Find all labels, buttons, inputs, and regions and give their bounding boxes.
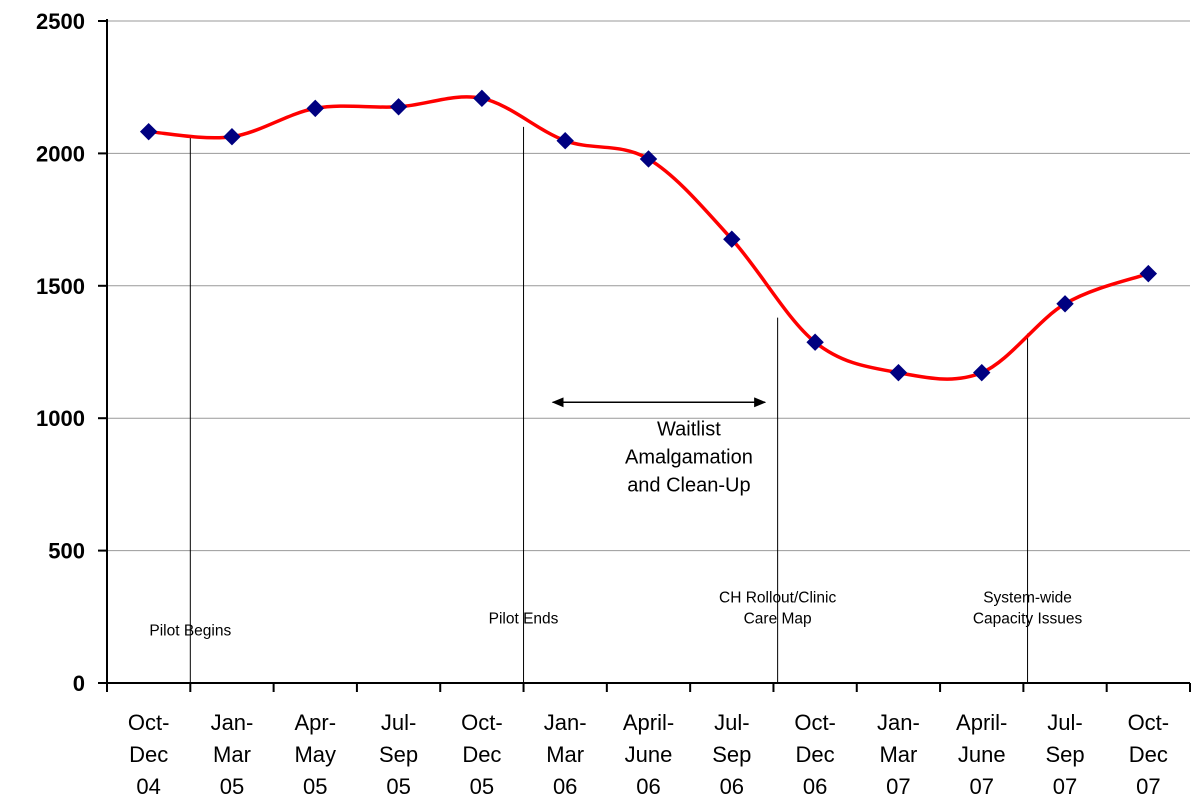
data-point-marker bbox=[1139, 264, 1158, 283]
x-tick-label: Oct- bbox=[128, 710, 170, 735]
x-tick-label: 07 bbox=[1136, 774, 1160, 799]
data-point-marker bbox=[139, 122, 158, 141]
x-tick-label: Oct- bbox=[461, 710, 503, 735]
x-tick-label: Jul- bbox=[714, 710, 749, 735]
x-tick-label: 06 bbox=[636, 774, 660, 799]
data-point-marker bbox=[973, 363, 991, 382]
data-point-marker bbox=[806, 333, 824, 351]
x-tick-label: 04 bbox=[136, 774, 160, 799]
x-tick-label: April- bbox=[956, 710, 1007, 735]
axes bbox=[98, 19, 1191, 692]
x-tick-label: 05 bbox=[386, 774, 410, 799]
data-point-marker bbox=[306, 99, 324, 118]
annotation-label: Care Map bbox=[744, 610, 812, 627]
x-tick-label: 06 bbox=[803, 774, 827, 799]
annotation-label: Pilot Begins bbox=[149, 622, 231, 639]
x-tick-label: Dec bbox=[129, 742, 168, 767]
annotations: Pilot Begins Pilot Ends CH Rollout/Clinic C… bbox=[149, 126, 1083, 683]
x-tick-label: May bbox=[294, 742, 336, 767]
x-tick-label: Jul- bbox=[1047, 710, 1082, 735]
x-tick-label: Sep bbox=[712, 742, 751, 767]
x-tick-label: 05 bbox=[220, 774, 244, 799]
range-annotation-label: Waitlist bbox=[657, 418, 721, 440]
x-tick-label: Jan- bbox=[544, 710, 587, 735]
y-tick-label: 500 bbox=[48, 539, 85, 564]
data-point-marker bbox=[639, 150, 658, 168]
tick-labels: 0 500 1000 1500 2000 2500 Oct- Dec 04 Jan- Mar 05 Ap… bbox=[36, 9, 1169, 799]
x-tick-label: Mar bbox=[213, 742, 251, 767]
x-tick-label: Jan- bbox=[211, 710, 254, 735]
data-point-marker bbox=[389, 98, 408, 116]
x-tick-label: 05 bbox=[470, 774, 494, 799]
gridlines bbox=[107, 20, 1190, 552]
range-annotation-label: and Clean-Up bbox=[627, 474, 750, 496]
annotation-label: System-wide bbox=[983, 589, 1072, 606]
y-tick-label: 1500 bbox=[36, 274, 85, 299]
data-point-marker bbox=[473, 89, 491, 108]
data-point-marker bbox=[223, 128, 241, 146]
annotation-label: Capacity Issues bbox=[973, 610, 1083, 627]
x-tick-label: Dec bbox=[796, 742, 835, 767]
series-line bbox=[148, 95, 1149, 381]
y-tick-label: 2500 bbox=[36, 9, 85, 34]
range-annotation-label: Amalgamation bbox=[625, 446, 753, 468]
y-tick-label: 0 bbox=[73, 671, 85, 696]
x-tick-label: Mar bbox=[546, 742, 584, 767]
x-tick-label: Mar bbox=[879, 742, 917, 767]
x-tick-label: April- bbox=[623, 710, 674, 735]
x-tick-label: 06 bbox=[720, 774, 744, 799]
x-tick-label: Dec bbox=[462, 742, 501, 767]
x-tick-label: 06 bbox=[553, 774, 577, 799]
x-tick-label: Sep bbox=[379, 742, 418, 767]
data-point-marker bbox=[556, 131, 574, 150]
x-tick-label: June bbox=[625, 742, 673, 767]
y-tick-label: 2000 bbox=[36, 141, 85, 166]
x-tick-label: Jul- bbox=[381, 710, 416, 735]
x-tick-label: 07 bbox=[886, 774, 910, 799]
x-tick-label: Apr- bbox=[294, 710, 336, 735]
x-tick-label: 07 bbox=[969, 774, 993, 799]
x-tick-label: Dec bbox=[1129, 742, 1168, 767]
data-point-marker bbox=[723, 230, 741, 248]
annotation-label: Pilot Ends bbox=[489, 610, 559, 627]
data-point-marker bbox=[889, 363, 908, 382]
x-tick-label: 05 bbox=[303, 774, 327, 799]
data-series bbox=[139, 89, 1158, 382]
y-tick-label: 1000 bbox=[36, 406, 85, 431]
annotation-label: CH Rollout/Clinic bbox=[719, 589, 836, 606]
x-tick-label: Oct- bbox=[1128, 710, 1170, 735]
x-tick-label: Oct- bbox=[794, 710, 836, 735]
x-tick-label: 07 bbox=[1053, 774, 1077, 799]
x-tick-label: Sep bbox=[1045, 742, 1084, 767]
data-point-marker bbox=[1056, 295, 1074, 313]
x-tick-label: June bbox=[958, 742, 1006, 767]
x-tick-label: Jan- bbox=[877, 710, 920, 735]
